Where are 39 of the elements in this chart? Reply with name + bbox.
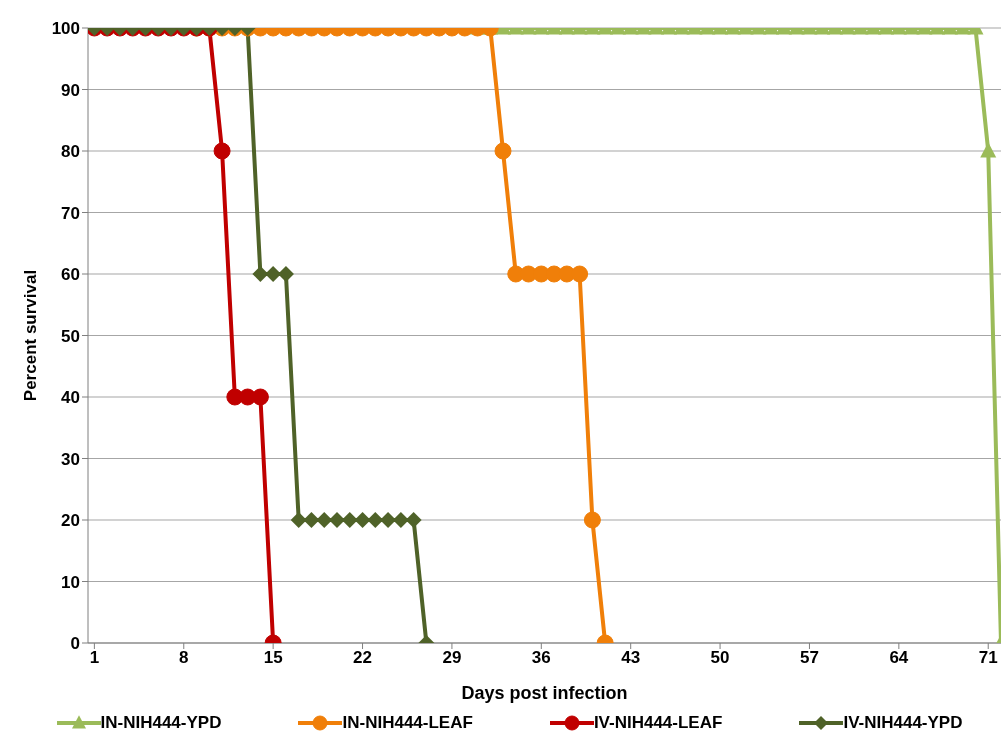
x-tick-label: 29: [442, 648, 462, 668]
point: [252, 266, 269, 282]
point: [571, 265, 589, 283]
x-tick-label: 1: [89, 648, 100, 668]
y-tick-label: 0: [70, 634, 80, 654]
point: [367, 512, 384, 528]
point: [583, 511, 601, 529]
x-tick-label: 43: [621, 648, 641, 668]
point: [290, 512, 307, 528]
x-tick-label: 15: [263, 648, 283, 668]
x-tick-label: 8: [179, 648, 189, 668]
point: [405, 512, 422, 528]
legend-label: IV-NIH444-LEAF: [593, 713, 723, 733]
legend-label: IN-NIH444-LEAF: [342, 713, 473, 733]
x-tick-label: 71: [978, 648, 998, 668]
y-tick-label: 20: [61, 511, 80, 531]
legend-label: IN-NIH444-YPD: [100, 713, 222, 733]
y-tick-label: 60: [61, 265, 80, 285]
x-tick-label: 36: [531, 648, 551, 668]
point: [316, 512, 333, 528]
x-tick-label: 57: [800, 648, 819, 668]
x-tick-label: 22: [353, 648, 372, 668]
point: [329, 512, 345, 528]
y-tick-label: 10: [61, 572, 80, 592]
y-tick-label: 30: [61, 449, 80, 469]
y-tick-label: 80: [61, 142, 80, 162]
x-tick-label: 50: [710, 648, 730, 668]
y-tick-label: 100: [51, 19, 80, 39]
y-tick-label: 90: [61, 80, 80, 100]
point: [341, 512, 358, 528]
x-axis-title: Days post infection: [461, 683, 628, 703]
y-tick-label: 50: [61, 326, 80, 346]
y-axis-title: Percent survival: [21, 269, 41, 402]
x-tick-label: 64: [889, 648, 909, 668]
point: [354, 512, 371, 528]
y-tick-label: 70: [61, 203, 80, 223]
point: [303, 512, 320, 528]
legend-label: IV-NIH444-YPD: [843, 713, 963, 733]
y-tick-label: 40: [61, 388, 80, 408]
